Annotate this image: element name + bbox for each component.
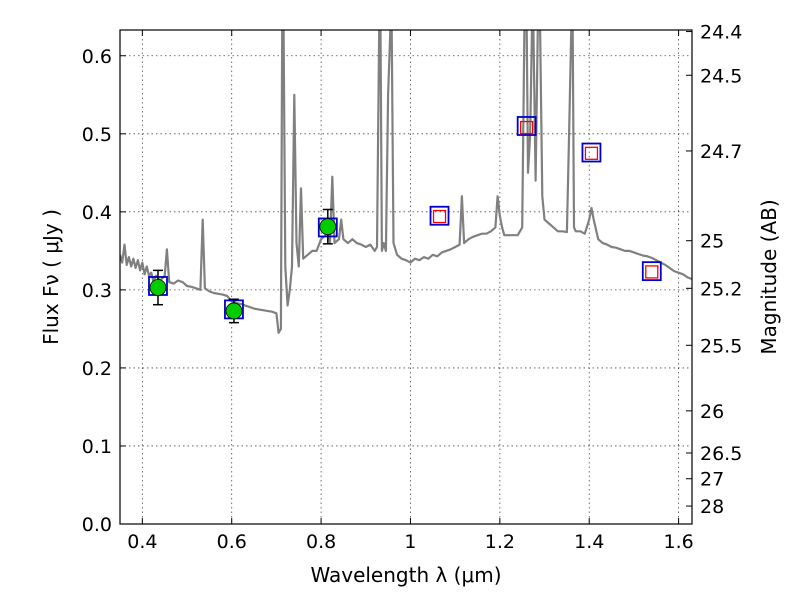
upper-limit-point [432, 209, 447, 224]
right-tick-label: 25 [700, 231, 724, 253]
x-tick-label: 1 [404, 531, 416, 553]
upper-limit-point [645, 265, 659, 279]
right-tick-label: 24.4 [700, 22, 742, 44]
y-tick-label: 0.3 [82, 280, 112, 302]
y-tick-label: 0.0 [82, 514, 112, 536]
right-axis-label: Magnitude (AB) [757, 199, 781, 354]
y-tick-label: 0.1 [82, 436, 112, 458]
x-tick-label: 1.2 [485, 531, 515, 553]
upper-limit-point [520, 120, 534, 135]
right-tick-label: 25.5 [700, 335, 742, 357]
grid [120, 30, 692, 525]
right-tick-label: 26 [700, 401, 724, 423]
y-tick-label: 0.6 [82, 46, 112, 68]
x-tick-label: 1.4 [574, 531, 604, 553]
detection-point [319, 218, 337, 236]
x-tick-label: 1.6 [663, 531, 693, 553]
model-photometry-point [641, 261, 662, 282]
ticks: 0.4 0.6 0.8 1 1.2 1.4 1.6 0.0 0.1 0.2 0.3 0.4 0.5 0.6… [82, 22, 743, 553]
y-axis-label: Flux Fν ( μJy ) [39, 209, 63, 345]
y-tick-label: 0.4 [82, 202, 112, 224]
spectrum-line [120, 30, 692, 334]
model-photometry-point [516, 116, 537, 136]
right-tick-label: 28 [700, 496, 724, 518]
upper-limit-point [584, 146, 599, 160]
detection-point [149, 279, 167, 296]
detection-point [225, 302, 243, 320]
x-tick-label: 0.8 [306, 531, 336, 553]
plot-data [120, 30, 692, 334]
x-tick-label: 0.6 [217, 531, 247, 553]
model-photometry-point [581, 142, 602, 163]
plot-frame [119, 29, 693, 525]
x-axis-label: Wavelength λ (μm) [310, 563, 501, 587]
y-tick-label: 0.2 [82, 358, 112, 380]
y-tick-label: 0.5 [82, 124, 112, 146]
model-photometry-point [429, 205, 450, 226]
right-tick-label: 24.5 [700, 65, 742, 87]
right-tick-label: 26.5 [700, 443, 742, 465]
right-tick-label: 24.7 [700, 141, 742, 163]
x-tick-label: 0.4 [127, 531, 157, 553]
right-tick-label: 27 [700, 469, 724, 491]
right-tick-label: 25.2 [700, 278, 742, 300]
